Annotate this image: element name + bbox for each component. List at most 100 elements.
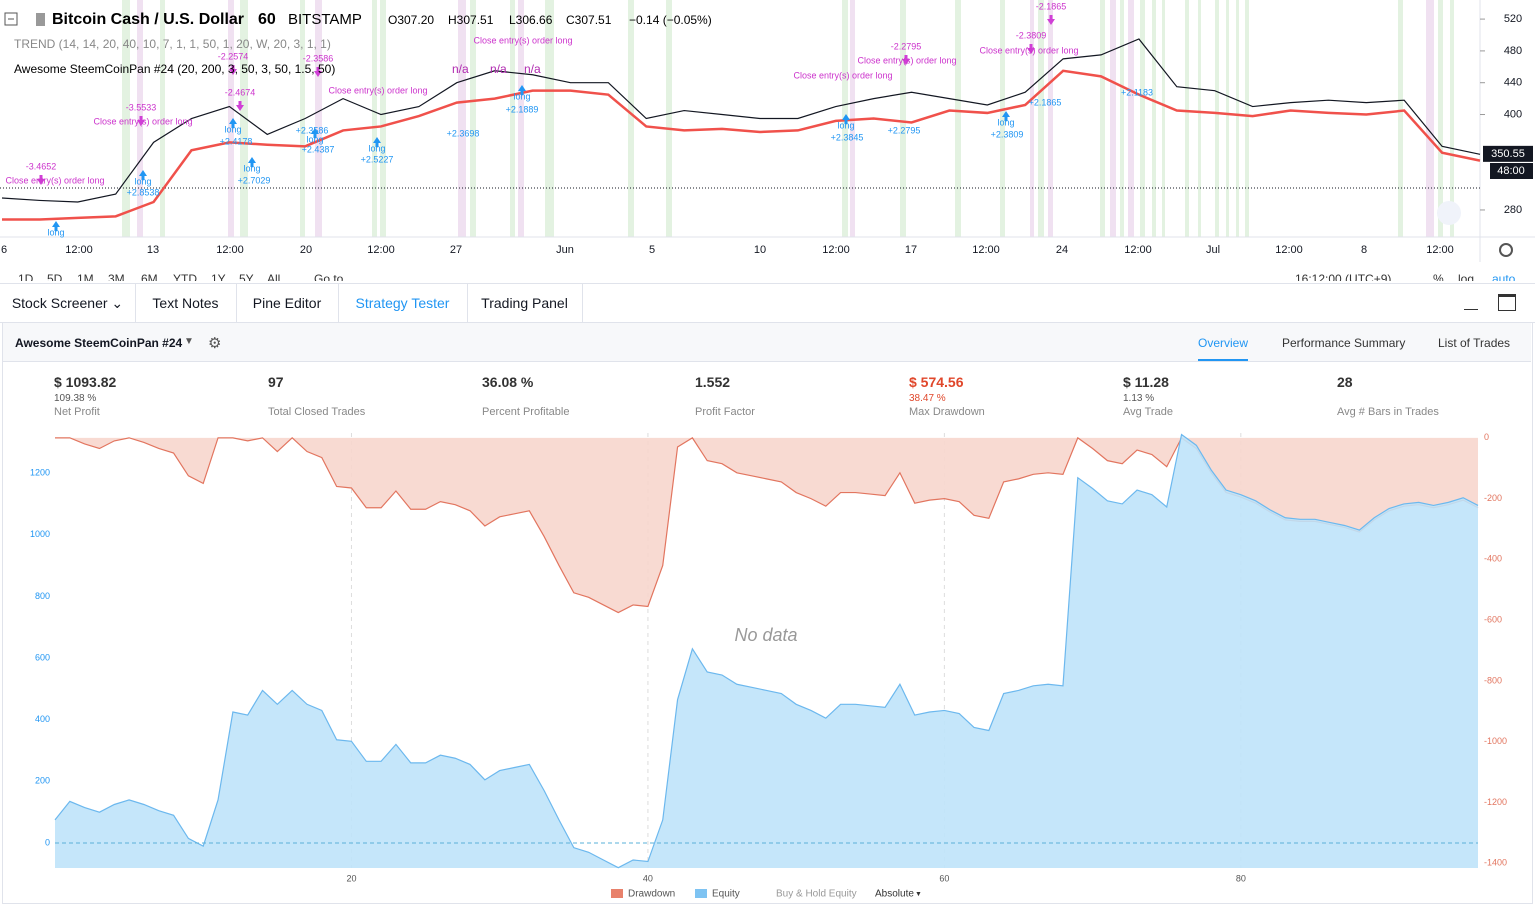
signal-band <box>1140 0 1145 237</box>
signal-band <box>900 0 906 237</box>
log-toggle[interactable]: log <box>1458 272 1475 281</box>
stat-value: $ 11.28 <box>1123 374 1169 390</box>
legend-swatch <box>695 889 707 898</box>
entry-arrow <box>229 118 237 128</box>
stat-value: 97 <box>268 374 284 390</box>
tab-bar: Stock Screener ⌄ Text Notes Pine Editor Str… <box>0 283 1535 323</box>
trade-annotation: long <box>368 143 385 153</box>
range-button[interactable]: All <box>267 272 281 281</box>
range-button[interactable]: 1Y <box>211 272 226 281</box>
trade-annotation: +2.4178 <box>220 136 253 146</box>
range-button[interactable]: 5Y <box>239 272 254 281</box>
overview-tab[interactable]: Overview <box>1198 336 1249 361</box>
range-button[interactable]: 3M <box>108 272 125 281</box>
signal-band <box>1215 0 1219 237</box>
performance-tab[interactable]: Performance Summary <box>1282 336 1406 350</box>
trade-annotation: -3.5533 <box>126 102 157 112</box>
panel-tab[interactable]: Stock Screener ⌄ <box>0 284 136 322</box>
strategy-header: Awesome SteemCoinPan #24 ▼ ⚙ Overview Pe… <box>3 323 1531 362</box>
exit-arrow <box>229 65 237 75</box>
signal-band <box>1000 0 1005 237</box>
symbol[interactable]: Bitcoin Cash / U.S. Dollar <box>52 11 244 28</box>
legend-swatch <box>611 889 623 898</box>
mode-select[interactable]: Absolute <box>875 889 914 900</box>
legend-label[interactable]: Buy & Hold Equity <box>776 889 857 900</box>
signal-band <box>1110 0 1116 237</box>
area-fill <box>55 434 1478 868</box>
range-button[interactable]: Go to... <box>314 272 354 281</box>
y-tick-label: 520 <box>1504 13 1522 25</box>
collapse-icon[interactable] <box>4 12 18 26</box>
legend-label[interactable]: Drawdown <box>628 889 675 900</box>
stat-label: Avg Trade <box>1123 406 1173 418</box>
signal-band <box>1450 0 1454 237</box>
trade-annotation: long <box>513 91 530 101</box>
panel-tab[interactable]: Text Notes <box>135 284 237 322</box>
x-tick-label: 5 <box>649 244 655 256</box>
price-label: 350.55 <box>1491 148 1525 160</box>
x-tick-label: 27 <box>450 244 462 256</box>
stat-label: Profit Factor <box>695 406 755 418</box>
stat-label: Net Profit <box>54 406 100 418</box>
legend-label[interactable]: Equity <box>712 889 740 900</box>
signal-band <box>518 0 524 237</box>
mode-arrow[interactable]: ▼ <box>915 891 922 898</box>
stat-value: 28 <box>1337 374 1353 390</box>
range-button[interactable]: 1D <box>18 272 34 281</box>
change: −0.14 (−0.05%) <box>629 13 712 27</box>
y-tick-label: 440 <box>1504 77 1522 89</box>
settings-icon[interactable] <box>1499 243 1513 257</box>
trend-indicator[interactable]: TREND (14, 14, 20, 40, 10, 7, 1, 1, 50, … <box>14 37 331 51</box>
range-button[interactable]: 5D <box>47 272 63 281</box>
indicator-value: n/a <box>524 62 541 76</box>
signal-band <box>458 0 466 237</box>
x-tick-label: Jun <box>556 244 574 256</box>
maximize-icon[interactable] <box>1498 294 1516 311</box>
percent-toggle[interactable]: % <box>1433 272 1444 281</box>
signal-band <box>955 0 961 237</box>
signal-band <box>1100 0 1105 237</box>
trade-annotation: +2.3698 <box>447 128 480 138</box>
trade-annotation: long <box>134 176 151 186</box>
trade-annotation: +2.2795 <box>888 125 921 135</box>
trade-annotation: long <box>224 124 241 134</box>
auto-toggle[interactable]: auto <box>1492 272 1516 281</box>
y2-tick-label: -200 <box>1484 493 1502 503</box>
y-tick-label: 200 <box>35 776 50 786</box>
trade-annotation: +2.1889 <box>506 104 539 114</box>
y-tick-label: 800 <box>35 591 50 601</box>
signal-band <box>1048 0 1053 237</box>
y-tick-label: 480 <box>1504 45 1522 57</box>
dropdown-arrow[interactable]: ▼ <box>184 336 194 347</box>
strategy-indicator[interactable]: Awesome SteemCoinPan #24 (20, 200, 3, 50… <box>14 62 335 76</box>
stat-sub: 1.13 % <box>1123 393 1155 404</box>
scroll-button[interactable] <box>1437 201 1461 225</box>
price-label-box <box>1483 145 1533 162</box>
stat-label: Total Closed Trades <box>268 406 366 418</box>
range-button[interactable]: 6M <box>141 272 158 281</box>
panel-tab[interactable]: Pine Editor <box>236 284 339 322</box>
clock[interactable]: 16:12:00 (UTC+9) <box>1295 272 1392 281</box>
exit-arrow <box>236 101 244 111</box>
trade-annotation: long <box>997 117 1014 127</box>
x-tick-label: 13 <box>147 244 159 256</box>
minimize-icon[interactable] <box>1464 309 1478 310</box>
x-tick-label: 17 <box>905 244 917 256</box>
trade-annotation: long <box>306 134 323 144</box>
panel-tab[interactable]: Strategy Tester <box>338 284 468 322</box>
interval[interactable]: 60 <box>258 11 276 28</box>
y2-tick-label: -800 <box>1484 675 1502 685</box>
settings-icon[interactable]: ⚙ <box>208 335 222 352</box>
stat-value: $ 1093.82 <box>54 374 117 390</box>
signal-band <box>160 0 165 237</box>
y-tick-label: 1000 <box>30 529 50 539</box>
trades-tab[interactable]: List of Trades <box>1438 336 1511 350</box>
range-button[interactable]: 1M <box>77 272 94 281</box>
strategy-name[interactable]: Awesome SteemCoinPan #24 <box>15 336 183 350</box>
stat-sub: 109.38 % <box>54 393 97 404</box>
range-button[interactable]: YTD <box>173 272 197 281</box>
trade-annotation: +2.3809 <box>991 129 1024 139</box>
panel-tab[interactable]: Trading Panel <box>467 284 583 322</box>
x-tick-label: 8 <box>1361 244 1367 256</box>
